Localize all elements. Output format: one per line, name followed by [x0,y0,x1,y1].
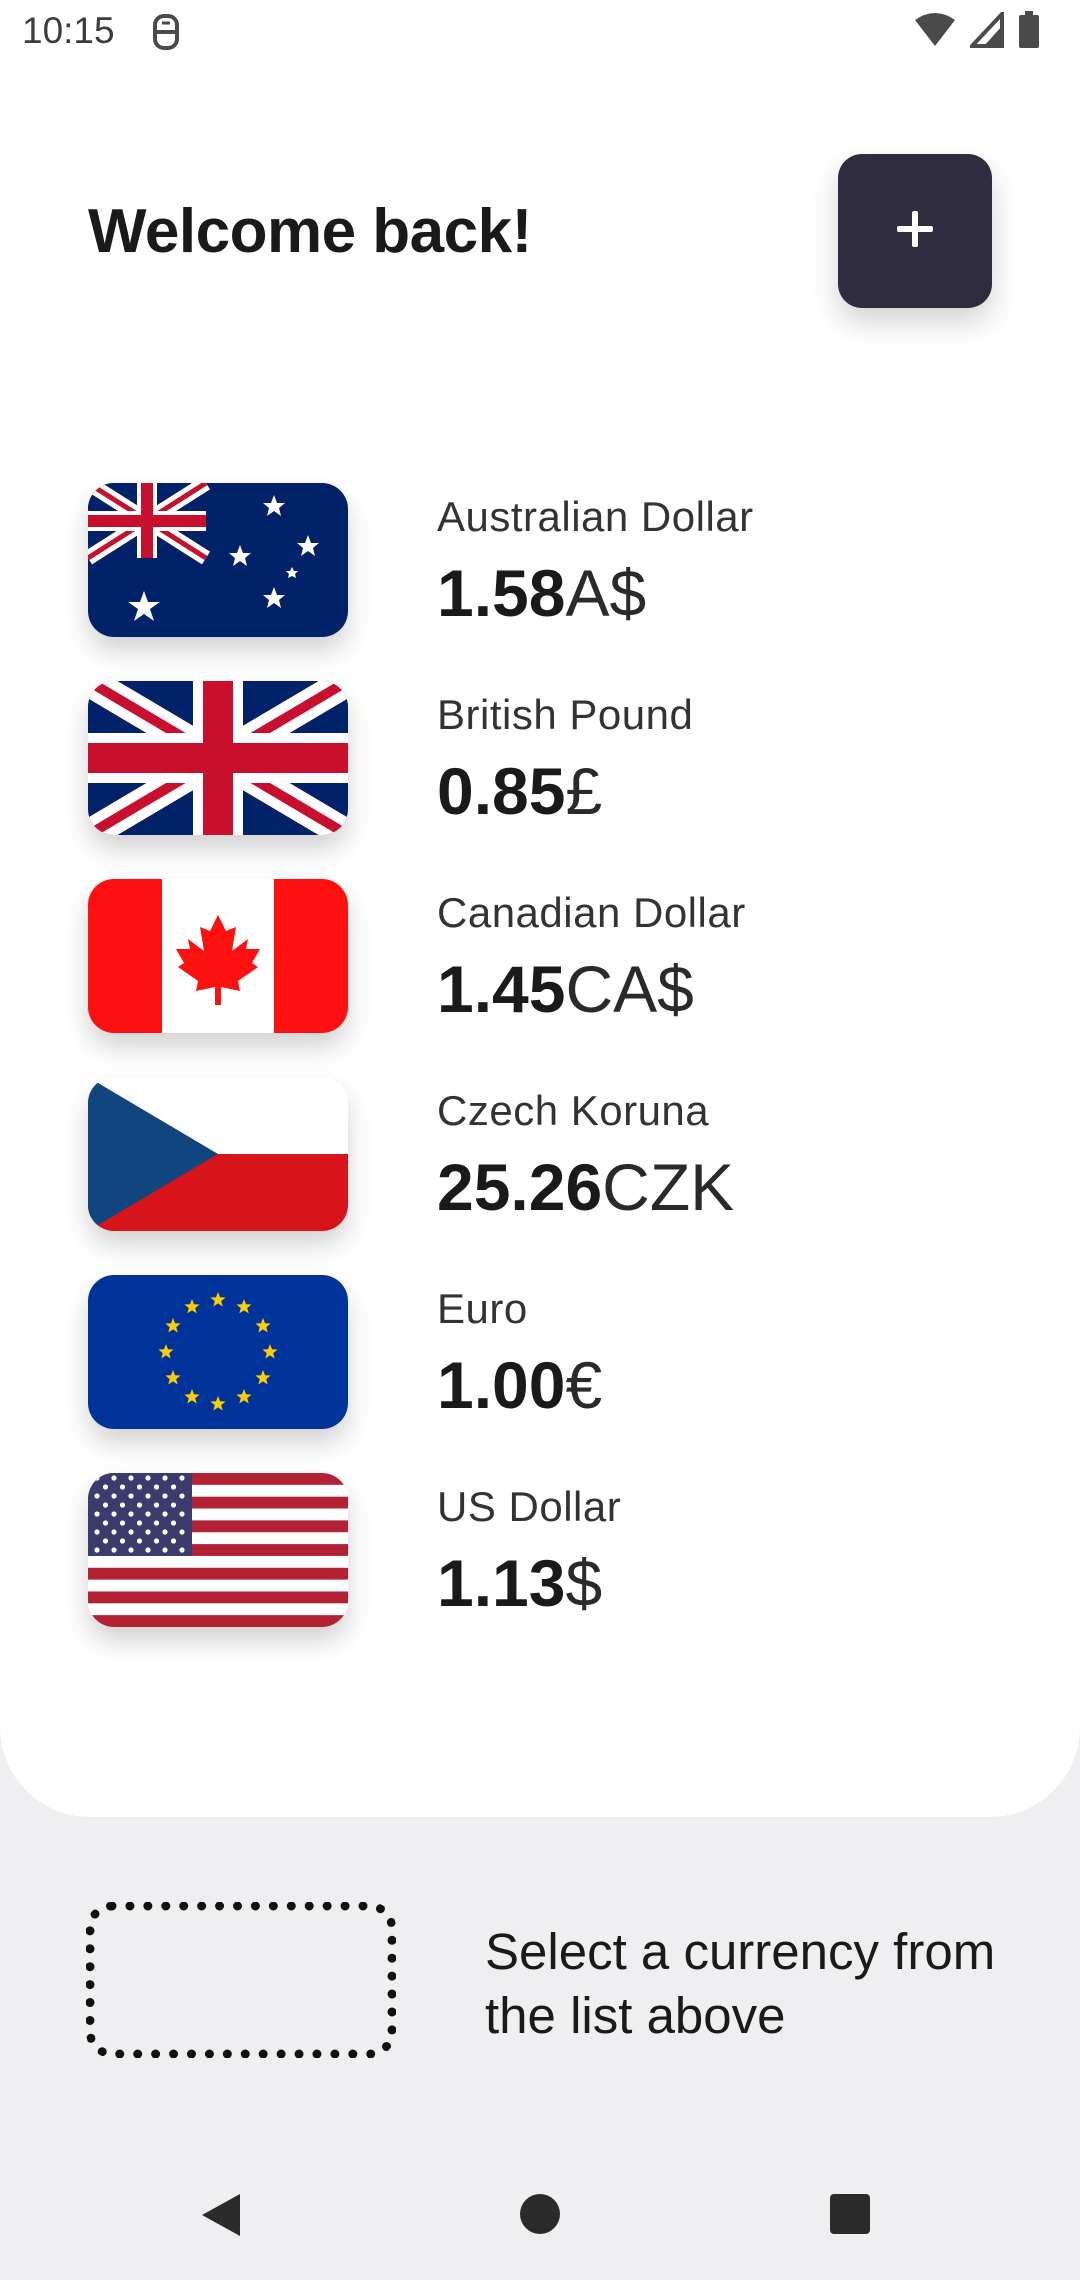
canada-flag-icon [88,879,348,1033]
status-icons [914,8,1040,54]
currency-item-british-pound[interactable]: British Pound 0.85£ [0,681,1080,837]
currency-rate: 1.58A$ [437,555,646,631]
currency-rate: 1.45CA$ [437,951,694,1027]
page-title: Welcome back! [88,197,532,266]
add-currency-button[interactable] [838,154,992,308]
signal-icon [967,8,1004,53]
notification-icon [150,12,182,52]
rate-value: 1.00 [437,1348,566,1422]
wifi-icon [914,12,956,53]
recent-apps-icon[interactable] [830,2194,870,2234]
us-flag-icon [88,1473,348,1627]
eu-flag-icon [88,1275,348,1429]
currency-item-euro[interactable]: Euro 1.00€ [0,1275,1080,1431]
rate-value: 1.58 [437,556,566,630]
home-icon[interactable] [520,2194,560,2234]
plus-icon [893,207,937,256]
rate-value: 0.85 [437,754,566,828]
currency-rate: 0.85£ [437,753,602,829]
select-currency-hint: Select a currency from the list above [485,1923,996,2044]
currency-name: Australian Dollar [437,493,754,540]
battery-icon [1018,10,1040,54]
status-time: 10:15 [22,10,115,51]
uk-flag-icon [88,681,348,835]
currency-symbol: A$ [565,556,647,630]
currency-rate: 1.00€ [437,1347,602,1423]
selected-currency-placeholder [86,1902,396,2058]
currency-item-canadian-dollar[interactable]: Canadian Dollar 1.45CA$ [0,879,1080,1035]
currency-rate: 1.13$ [437,1545,602,1621]
currency-item-us-dollar[interactable]: US Dollar 1.13$ [0,1473,1080,1629]
currency-item-australian-dollar[interactable]: Australian Dollar 1.58A$ [0,483,1080,639]
czech-flag-icon [88,1077,348,1231]
currency-item-czech-koruna[interactable]: Czech Koruna 25.26CZK [0,1077,1080,1233]
currency-name: US Dollar [437,1483,622,1530]
rate-value: 1.45 [437,952,566,1026]
currency-symbol: € [565,1348,603,1422]
currency-name: Canadian Dollar [437,889,746,936]
status-bar: 10:15 [0,0,1080,64]
rate-value: 25.26 [437,1150,603,1224]
currency-name: British Pound [437,691,694,738]
currency-name: Czech Koruna [437,1087,710,1134]
back-icon[interactable] [200,2192,244,2243]
currency-card: Welcome back! [0,0,1080,1817]
currency-symbol: £ [565,754,603,828]
navigation-bar [0,2150,1080,2280]
currency-rate: 25.26CZK [437,1149,734,1225]
currency-symbol: CZK [602,1150,735,1224]
currency-symbol: CA$ [565,952,694,1026]
australia-flag-icon [88,483,348,637]
currency-name: Euro [437,1285,528,1332]
currency-symbol: $ [565,1546,603,1620]
rate-value: 1.13 [437,1546,566,1620]
